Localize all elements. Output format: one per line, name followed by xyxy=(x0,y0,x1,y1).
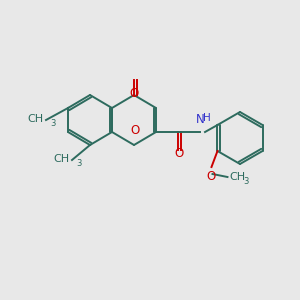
Text: O: O xyxy=(129,87,139,100)
Text: 3: 3 xyxy=(76,158,82,167)
Text: 3: 3 xyxy=(244,176,249,185)
Text: CH: CH xyxy=(28,114,44,124)
Text: O: O xyxy=(207,170,216,183)
Text: N: N xyxy=(196,113,204,126)
Text: CH: CH xyxy=(54,154,70,164)
Text: H: H xyxy=(203,113,211,123)
Text: CH: CH xyxy=(230,172,246,182)
Text: O: O xyxy=(130,124,140,137)
Text: O: O xyxy=(174,147,184,160)
Text: 3: 3 xyxy=(51,118,56,127)
